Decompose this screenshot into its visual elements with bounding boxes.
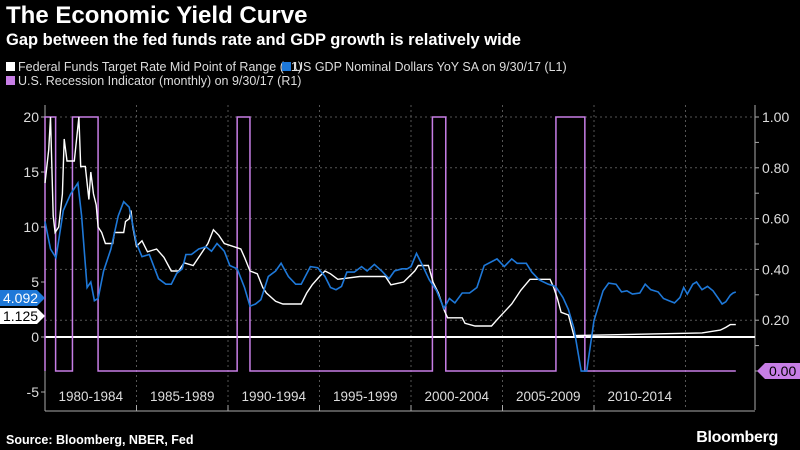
legend-label: US GDP Nominal Dollars YoY SA on 9/30/17… — [294, 60, 567, 74]
legend-swatch-purple-icon — [6, 76, 15, 85]
left-tick-label: -5 — [27, 384, 40, 400]
source-note: Source: Bloomberg, NBER, Fed — [6, 433, 194, 447]
recession-indicator-line — [44, 116, 736, 372]
right-tick-label: 0.60 — [762, 211, 789, 227]
gdp-last-value-badge-shape — [0, 290, 45, 306]
fed-last-value-badge: 1.125 — [0, 308, 45, 324]
gdp-line — [44, 180, 737, 372]
left-tick-label: 20 — [23, 109, 39, 125]
gdp-last-value-badge-text: 4.092 — [3, 290, 38, 306]
x-tick-label: 2000-2004 — [424, 389, 489, 404]
bloomberg-logo: Bloomberg — [696, 429, 778, 446]
legend-swatch-white-icon — [6, 62, 15, 71]
right-tick-label: 0.40 — [762, 261, 789, 277]
x-tick-label: 1985-1989 — [150, 389, 215, 404]
fed-last-value-badge-shape — [0, 308, 45, 324]
right-tick-label: 0.20 — [762, 312, 789, 328]
legend-item-recession: U.S. Recession Indicator (monthly) on 9/… — [6, 74, 301, 88]
recession-last-value-badge-text: 0.00 — [769, 363, 796, 379]
fed-last-value-badge-text: 1.125 — [3, 308, 38, 324]
x-tick-label: 1990-1994 — [241, 389, 306, 404]
right-tick-label: 1.00 — [762, 109, 789, 125]
legend-swatch-blue-icon — [282, 62, 291, 71]
x-tick-label: 2010-2014 — [607, 389, 672, 404]
chart-title: The Economic Yield Curve — [6, 2, 308, 29]
x-tick-label: 1995-1999 — [333, 389, 398, 404]
left-tick-label: 10 — [23, 219, 39, 235]
legend-item-fed-funds: Federal Funds Target Rate Mid Point of R… — [6, 60, 302, 74]
fed-funds-line — [44, 116, 736, 337]
left-tick-label: 5 — [31, 274, 39, 290]
legend-item-gdp: US GDP Nominal Dollars YoY SA on 9/30/17… — [282, 60, 567, 74]
legend-label: U.S. Recession Indicator (monthly) on 9/… — [18, 74, 302, 88]
left-tick-label: 15 — [23, 164, 39, 180]
chart-subtitle: Gap between the fed funds rate and GDP g… — [6, 31, 521, 49]
left-tick-label: 0 — [31, 329, 39, 345]
recession-last-value-badge-shape — [757, 363, 800, 379]
legend-label: Federal Funds Target Rate Mid Point of R… — [18, 60, 302, 74]
x-tick-label: 1980-1984 — [58, 389, 123, 404]
right-tick-label: 0.80 — [762, 160, 789, 176]
gdp-last-value-badge: 4.092 — [0, 290, 45, 306]
recession-last-value-badge: 0.00 — [757, 363, 800, 379]
x-tick-label: 2005-2009 — [516, 389, 581, 404]
